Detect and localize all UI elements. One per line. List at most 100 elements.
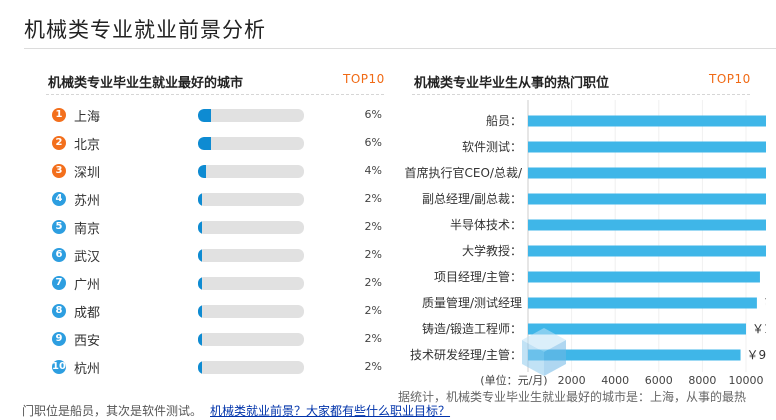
city-row: 9 西安 2% [52,326,382,354]
city-name: 成都 [74,306,101,321]
share-progress-fill [198,249,203,262]
share-progress-fill [198,361,203,374]
city-name: 广州 [74,278,101,293]
share-percent: 2% [364,332,382,345]
share-progress-fill [198,277,203,290]
jobs-top10-badge: TOP10 [709,72,751,86]
salary-bar [528,219,766,231]
bar-category-label: 大学教授： [462,243,522,258]
footer-text: 门职位是船员，其次是软件测试。 [22,404,203,418]
jobs-panel-divider [412,94,750,95]
city-name: 深圳 [74,166,101,181]
share-progress-fill [198,109,211,122]
city-row: 6 武汉 2% [52,242,382,270]
share-progress-bar [198,249,304,262]
city-name: 杭州 [74,362,101,377]
city-name: 南京 [74,222,101,237]
city-row: 7 广州 2% [52,270,382,298]
city-row: 10 杭州 2% [52,354,382,382]
city-row: 8 成都 2% [52,298,382,326]
cube-watermark-icon [522,328,566,376]
share-progress-bar [198,165,304,178]
salary-bar [528,271,760,283]
rank-badge: 10 [52,360,66,374]
rank-badge: 3 [52,164,66,178]
share-percent: 2% [364,220,382,233]
salary-bar-chart: 船员：￥26000软件测试：￥16100首席执行官CEO/总裁/￥16000副总… [405,100,766,387]
bar-category-label: 软件测试： [462,139,522,154]
rank-badge: 9 [52,332,66,346]
share-progress-bar [198,221,304,234]
bar-category-label: 船员： [486,114,522,128]
bar-category-label: 铸造/锻造工程师： [422,321,522,336]
rank-badge: 2 [52,136,66,150]
city-name: 北京 [74,138,101,153]
salary-bar [528,193,766,205]
salary-bar [528,323,746,335]
share-progress-fill [198,221,203,234]
share-percent: 6% [364,108,382,121]
city-row: 2 北京 6% [52,130,382,158]
share-progress-bar [198,137,304,150]
x-axis-unit-label: (单位：元/月) [480,373,547,387]
x-tick-label: 4000 [601,374,629,387]
share-progress-bar [198,305,304,318]
share-progress-fill [198,193,203,206]
share-progress-bar [198,277,304,290]
cities-panel-heading: 机械类专业毕业生就业最好的城市 [48,76,244,91]
city-name: 西安 [74,334,101,349]
share-percent: 4% [364,164,382,177]
city-name: 武汉 [74,250,101,265]
city-name: 苏州 [74,194,101,209]
city-row: 4 苏州 2% [52,186,382,214]
city-row: 3 深圳 4% [52,158,382,186]
page-title: 机械类专业就业前景分析 [24,18,266,42]
rank-badge: 5 [52,220,66,234]
rank-badge: 8 [52,304,66,318]
share-progress-bar [198,109,304,122]
bar-value-label: ￥10000 [752,322,766,336]
share-percent: 2% [364,248,382,261]
bar-category-label: 项目经理/主管： [434,269,522,284]
x-tick-label: 2000 [558,374,586,387]
jobs-panel-heading: 机械类专业毕业生从事的热门职位 [414,76,610,91]
salary-bar [528,115,766,127]
rank-badge: 7 [52,276,66,290]
x-tick-label: 8000 [688,374,716,387]
share-progress-bar [198,361,304,374]
salary-bar [528,349,741,361]
share-percent: 2% [364,304,382,317]
summary-note: 据统计，机械类专业毕业生就业最好的城市是：上海，从事的最热 [398,390,747,404]
share-progress-bar [198,193,304,206]
share-percent: 2% [364,360,382,373]
bar-category-label: 技术研发经理/主管： [410,347,522,362]
rank-badge: 1 [52,108,66,122]
footer: 门职位是船员，其次是软件测试。 机械类就业前景？大家都有些什么职业目标？ [22,402,450,419]
bar-category-label: 首席执行官CEO/总裁/ [405,165,523,180]
rank-badge: 4 [52,192,66,206]
salary-bar [528,245,766,257]
share-progress-bar [198,333,304,346]
bar-value-label: ￥9750 [747,348,766,362]
rank-badge: 6 [52,248,66,262]
share-progress-fill [198,333,203,346]
city-row: 5 南京 2% [52,214,382,242]
city-name: 上海 [74,110,101,125]
x-tick-label: 6000 [645,374,673,387]
salary-bar [528,141,766,153]
share-percent: 2% [364,192,382,205]
share-percent: 6% [364,136,382,149]
share-progress-fill [198,165,207,178]
bar-value-label: ￥10500 [763,296,766,310]
bar-category-label: 副总经理/副总裁： [422,192,522,206]
bar-category-label: 半导体技术： [450,218,522,232]
share-percent: 2% [364,276,382,289]
salary-bar [528,167,766,179]
share-progress-fill [198,305,203,318]
x-tick-label: 10000 [729,374,764,387]
career-goals-link[interactable]: 机械类就业前景？大家都有些什么职业目标？ [210,404,451,418]
share-progress-fill [198,137,211,150]
cities-panel-divider [46,94,384,95]
city-row: 1 上海 6% [52,102,382,130]
bar-category-label: 质量管理/测试经理 [422,295,522,310]
